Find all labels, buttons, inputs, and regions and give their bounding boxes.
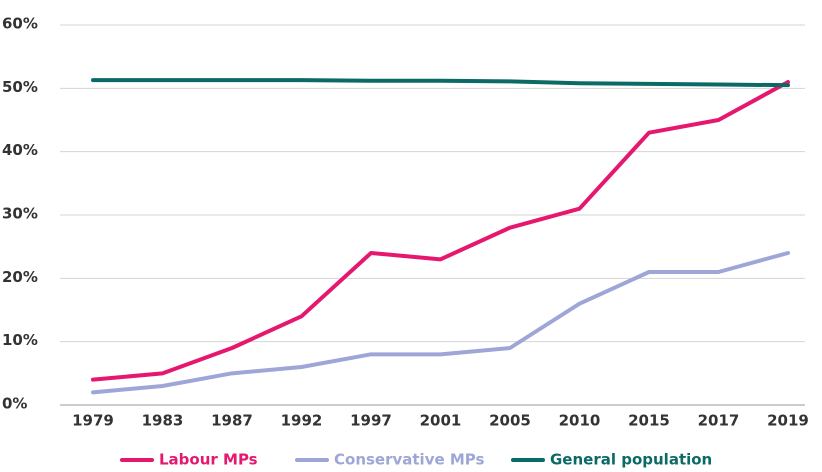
x-tick-label: 1979 xyxy=(72,412,114,430)
y-tick-label: 40% xyxy=(2,141,38,159)
x-tick-label: 2010 xyxy=(559,412,601,430)
y-tick-label: 10% xyxy=(2,331,38,349)
line-series xyxy=(91,78,790,88)
x-tick-label: 2017 xyxy=(698,412,740,430)
x-tick-label: 1983 xyxy=(142,412,184,430)
legend-label: Labour MPs xyxy=(159,451,258,469)
legend-label: General population xyxy=(550,451,712,469)
y-tick-label: 30% xyxy=(2,205,38,223)
x-tick-label: 2019 xyxy=(767,412,809,430)
y-tick-label: 60% xyxy=(2,15,38,33)
x-tick-label: 2001 xyxy=(420,412,462,430)
x-tick-label: 2005 xyxy=(489,412,531,430)
y-tick-label: 0% xyxy=(2,395,27,413)
line-series xyxy=(91,80,790,382)
x-tick-label: 2015 xyxy=(628,412,670,430)
x-tick-label: 1987 xyxy=(211,412,253,430)
y-tick-label: 50% xyxy=(2,78,38,96)
legend-label: Conservative MPs xyxy=(334,451,485,469)
x-tick-label: 1992 xyxy=(281,412,323,430)
line-series xyxy=(91,251,790,395)
y-tick-label: 20% xyxy=(2,268,38,286)
x-tick-label: 1997 xyxy=(350,412,392,430)
